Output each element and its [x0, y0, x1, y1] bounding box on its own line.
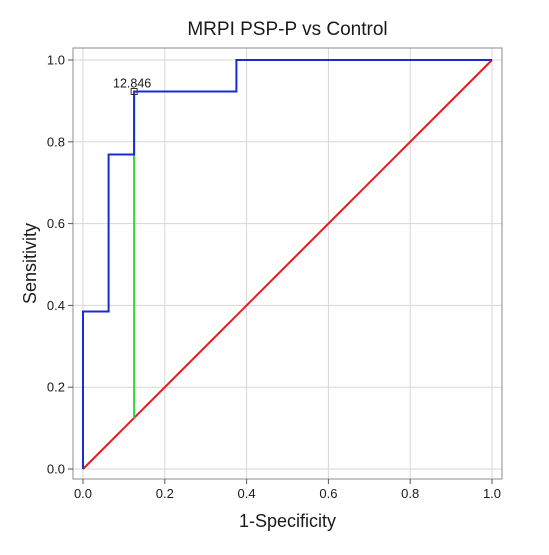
- y-tick-label: 0.0: [47, 462, 65, 477]
- y-tick-label: 0.8: [47, 134, 65, 149]
- series-layer: [82, 59, 493, 470]
- x-tick-label: 0.0: [74, 486, 92, 501]
- cutoff-marker: [130, 87, 138, 95]
- annotation-layer: 12.846: [113, 76, 151, 95]
- y-tick-label: 0.2: [47, 380, 65, 395]
- roc-curve-line: [82, 59, 492, 469]
- x-tick-label: 0.8: [401, 486, 419, 501]
- y-axis-label: Sensitivity: [20, 223, 40, 304]
- x-tick-label: 0.2: [156, 486, 174, 501]
- x-tick-label: 0.6: [319, 486, 337, 501]
- chart-title: MRPI PSP-P vs Control: [187, 19, 387, 40]
- y-tick-label: 0.6: [47, 216, 65, 231]
- tick-layer: 0.0 0.2 0.4 0.6 0.8 1.0 0.0 0.2 0.4 0.6 0.8 1.0: [47, 53, 501, 502]
- plot-frame: [72, 47, 503, 480]
- y-tick-label: 1.0: [47, 53, 65, 68]
- grid-layer: [73, 48, 502, 479]
- x-axis-label: 1-Specificity: [239, 511, 336, 531]
- cutoff-annotation-label: 12.846: [113, 76, 151, 90]
- x-tick-label: 1.0: [483, 486, 501, 501]
- reference-diagonal-line: [82, 59, 493, 470]
- y-tick-label: 0.4: [47, 298, 65, 313]
- x-tick-label: 0.4: [238, 486, 256, 501]
